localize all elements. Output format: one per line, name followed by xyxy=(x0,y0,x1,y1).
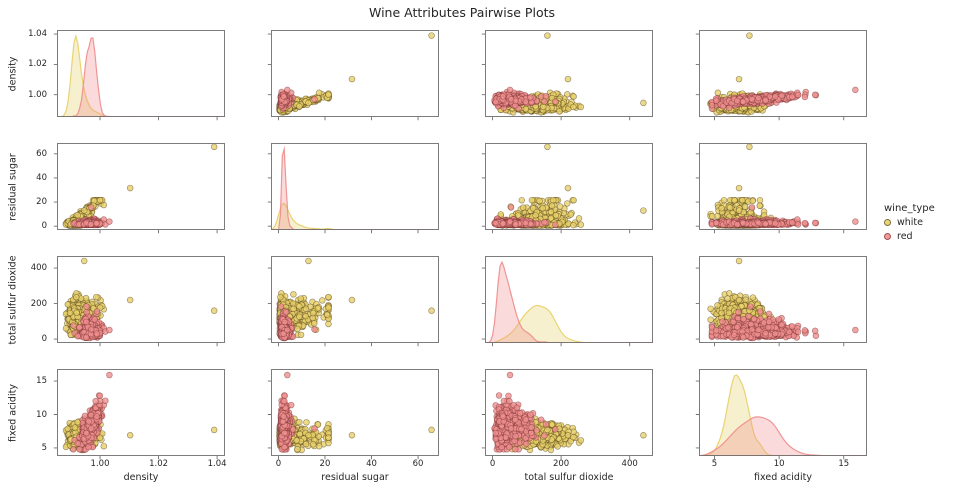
x-tick-total_so2-0: 0 xyxy=(489,459,496,469)
x-tick-density-1.02: 1.02 xyxy=(149,459,169,469)
legend-label-red: red xyxy=(897,231,913,242)
subplot-density-vs-residual_sugar-canvas xyxy=(264,30,439,123)
subplot-total_so2-vs-total_so2-canvas xyxy=(478,256,653,349)
subplot-residual_sugar-vs-fixed_acidity-canvas xyxy=(692,143,867,236)
legend-marker-red-icon xyxy=(884,233,891,240)
y-tick-residual_sugar-60: 60 xyxy=(36,148,47,159)
x-axis-label-residual_sugar: residual sugar xyxy=(321,472,389,483)
subplot-density-vs-density-canvas xyxy=(50,30,225,123)
x-axis-label-fixed_acidity: fixed acidity xyxy=(754,472,812,483)
y-tick-total_so2-400: 400 xyxy=(30,263,47,274)
x-axis-label-total_so2: total sulfur dioxide xyxy=(524,472,614,483)
x-tick-residual_sugar-20: 20 xyxy=(319,459,331,469)
y-tick-density-1.00: 1.00 xyxy=(28,89,47,100)
x-tick-fixed_acidity-5: 5 xyxy=(711,459,718,469)
legend-label-white: white xyxy=(897,217,923,228)
subplot-fixed_acidity-vs-residual_sugar-canvas xyxy=(264,369,439,462)
y-tick-residual_sugar-40: 40 xyxy=(36,172,47,183)
x-tick-total_so2-400: 400 xyxy=(621,459,638,469)
x-tick-fixed_acidity-15: 15 xyxy=(838,459,850,469)
y-axis-label-density: density xyxy=(7,56,19,91)
subplot-residual_sugar-vs-residual_sugar-canvas xyxy=(264,143,439,236)
x-tick-density-1.04: 1.04 xyxy=(207,459,227,469)
subplot-total_so2-vs-residual_sugar-canvas xyxy=(264,256,439,349)
subplot-density-vs-total_so2-canvas xyxy=(478,30,653,123)
subplot-residual_sugar-vs-total_so2-canvas xyxy=(478,143,653,236)
y-tick-residual_sugar-0: 0 xyxy=(41,221,47,232)
x-tick-residual_sugar-40: 40 xyxy=(366,459,377,469)
subplot-fixed_acidity-vs-density-canvas xyxy=(50,369,225,462)
x-tick-residual_sugar-0: 0 xyxy=(275,459,282,469)
subplot-residual_sugar-vs-density-canvas xyxy=(50,143,225,236)
x-tick-density-1.00: 1.00 xyxy=(90,459,110,469)
x-axis-label-density: density xyxy=(123,472,159,483)
y-tick-fixed_acidity-5: 5 xyxy=(41,442,47,453)
y-tick-fixed_acidity-15: 15 xyxy=(36,376,47,387)
x-tick-fixed_acidity-10: 10 xyxy=(773,459,785,469)
subplot-density-vs-fixed_acidity-canvas xyxy=(692,30,867,123)
y-axis-label-total_so2: total sulfur dioxide xyxy=(7,255,19,344)
y-axis-label-residual_sugar: residual sugar xyxy=(7,152,19,221)
y-tick-residual_sugar-20: 20 xyxy=(36,197,47,208)
y-axis-label-fixed_acidity: fixed acidity xyxy=(7,383,19,442)
subplot-total_so2-vs-fixed_acidity-canvas xyxy=(692,256,867,349)
y-tick-total_so2-0: 0 xyxy=(41,334,47,345)
legend-title: wine_type xyxy=(884,203,935,214)
legend: wine_type white red xyxy=(884,203,935,245)
y-tick-density-1.04: 1.04 xyxy=(28,29,47,40)
x-tick-total_so2-200: 200 xyxy=(552,459,570,469)
legend-item-red: red xyxy=(884,231,935,242)
chart-title: Wine Attributes Pairwise Plots xyxy=(368,5,556,20)
legend-item-white: white xyxy=(884,217,935,228)
subplot-fixed_acidity-vs-total_so2-canvas xyxy=(478,369,653,462)
x-tick-residual_sugar-60: 60 xyxy=(412,459,424,469)
subplot-fixed_acidity-vs-fixed_acidity-canvas xyxy=(692,369,867,462)
y-tick-density-1.02: 1.02 xyxy=(28,59,47,70)
subplot-total_so2-vs-density-canvas xyxy=(50,256,225,349)
legend-marker-white-icon xyxy=(884,219,891,226)
y-tick-fixed_acidity-10: 10 xyxy=(36,409,47,420)
y-tick-total_so2-200: 200 xyxy=(30,298,47,309)
